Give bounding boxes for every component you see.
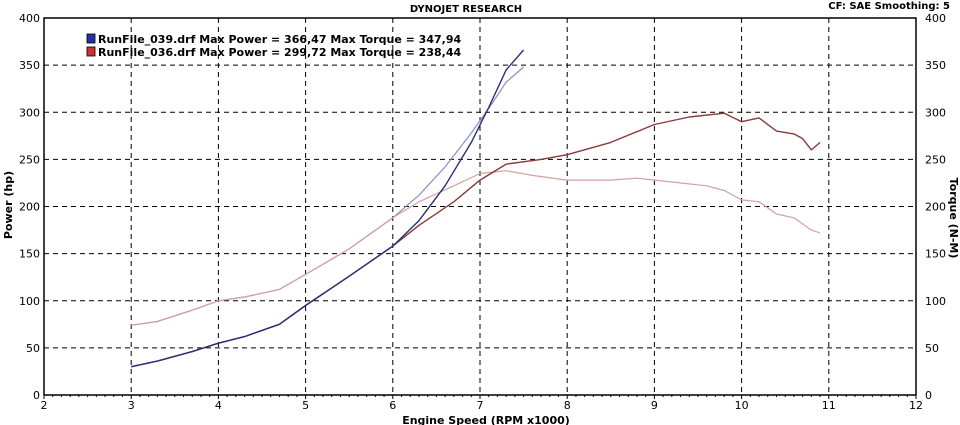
x-tick-label: 3 xyxy=(128,399,135,412)
series-line-run036-power xyxy=(131,112,821,368)
x-tick-label: 4 xyxy=(215,399,222,412)
series-layer xyxy=(131,49,821,368)
y-tick-label-right: 150 xyxy=(925,248,946,261)
grid xyxy=(44,18,916,395)
x-tick-label: 2 xyxy=(41,399,48,412)
x-tick-label: 5 xyxy=(302,399,309,412)
y-tick-label-right: 250 xyxy=(925,153,946,166)
legend: RunFile_039.drf Max Power = 366,47 Max T… xyxy=(86,33,461,59)
x-tick-label: 12 xyxy=(909,399,923,412)
x-tick-label: 9 xyxy=(651,399,658,412)
y-tick-label-left: 150 xyxy=(19,248,40,261)
y-tick-label-left: 200 xyxy=(19,201,40,214)
settings-label: CF: SAE Smoothing: 5 xyxy=(828,1,950,12)
y-axis-label-left: Power (hp) xyxy=(2,171,15,239)
x-tick-label: 11 xyxy=(822,399,836,412)
y-tick-label-right: 300 xyxy=(925,106,946,119)
y-tick-label-right: 400 xyxy=(925,12,946,25)
series-line-run039-torque xyxy=(131,66,524,326)
y-tick-label-left: 300 xyxy=(19,106,40,119)
y-tick-label-left: 350 xyxy=(19,59,40,72)
chart-title: DYNOJET RESEARCH xyxy=(410,4,522,15)
y-tick-label-left: 50 xyxy=(26,342,40,355)
x-tick-label: 6 xyxy=(389,399,396,412)
y-tick-label-left: 0 xyxy=(33,389,40,402)
y-tick-label-left: 400 xyxy=(19,12,40,25)
x-tick-label: 7 xyxy=(477,399,484,412)
y-tick-label-right: 50 xyxy=(925,342,939,355)
series-line-run039-power xyxy=(131,49,525,368)
legend-entry-run039: RunFile_039.drf Max Power = 366,47 Max T… xyxy=(98,33,461,46)
x-axis-label: Engine Speed (RPM x1000) xyxy=(402,414,570,425)
legend-swatch-run036 xyxy=(86,46,96,57)
x-tick-label: 8 xyxy=(564,399,571,412)
y-tick-label-left: 250 xyxy=(19,153,40,166)
y-axis-label-right: Torque (N-M) xyxy=(947,178,960,259)
y-tick-label-right: 200 xyxy=(925,201,946,214)
y-tick-label-left: 100 xyxy=(19,295,40,308)
legend-swatch-run039 xyxy=(86,33,96,44)
series-line-run036-torque xyxy=(131,170,821,326)
y-tick-label-right: 100 xyxy=(925,295,946,308)
y-tick-label-right: 0 xyxy=(925,389,932,402)
y-tick-label-right: 350 xyxy=(925,59,946,72)
x-tick-label: 10 xyxy=(735,399,749,412)
legend-entry-run036: RunFile_036.drf Max Power = 299,72 Max T… xyxy=(98,46,461,59)
